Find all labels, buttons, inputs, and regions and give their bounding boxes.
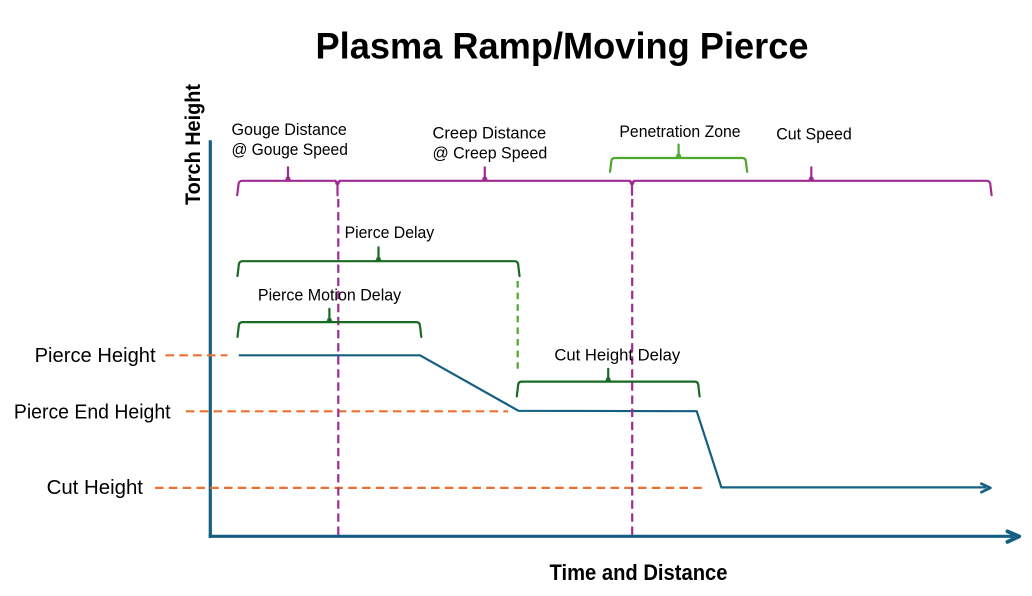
svg-text:Creep Distance: Creep Distance bbox=[433, 125, 547, 143]
svg-text:Plasma Ramp/Moving Pierce: Plasma Ramp/Moving Pierce bbox=[316, 25, 809, 67]
svg-text:Cut Height Delay: Cut Height Delay bbox=[554, 346, 681, 364]
svg-text:Time and Distance: Time and Distance bbox=[550, 560, 728, 585]
svg-text:Pierce Height: Pierce Height bbox=[35, 344, 156, 367]
svg-text:Penetration Zone: Penetration Zone bbox=[619, 123, 740, 141]
svg-text:@ Creep Speed: @ Creep Speed bbox=[433, 144, 548, 162]
svg-text:Cut Speed: Cut Speed bbox=[776, 126, 852, 144]
svg-text:Cut Height: Cut Height bbox=[47, 476, 144, 499]
svg-text:Pierce Motion Delay: Pierce Motion Delay bbox=[258, 287, 402, 305]
svg-text:Gouge Distance: Gouge Distance bbox=[232, 121, 347, 139]
svg-text:Pierce End Height: Pierce End Height bbox=[14, 401, 171, 424]
svg-text:Pierce Delay: Pierce Delay bbox=[345, 224, 435, 242]
svg-text:Torch Height: Torch Height bbox=[181, 84, 205, 205]
svg-text:@ Gouge Speed: @ Gouge Speed bbox=[232, 141, 348, 159]
